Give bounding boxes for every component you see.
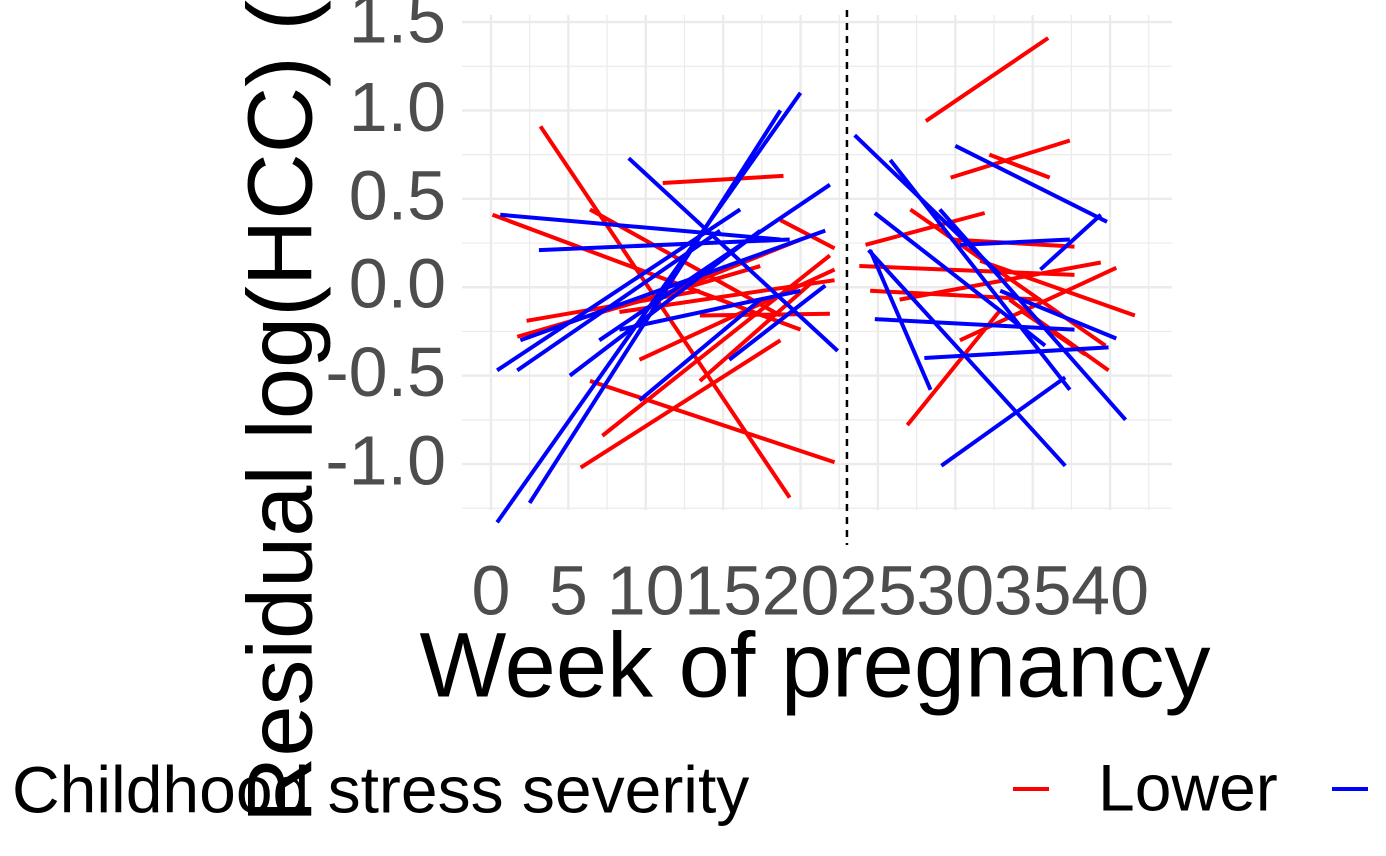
segment bbox=[618, 288, 801, 332]
segment bbox=[940, 375, 1067, 468]
x-tick-label: 25 bbox=[839, 551, 917, 629]
segment bbox=[954, 144, 1108, 224]
segment bbox=[698, 278, 816, 383]
segment bbox=[865, 211, 986, 247]
segment bbox=[601, 253, 832, 438]
y-tick-label: 0.5 bbox=[349, 156, 446, 234]
segment bbox=[579, 338, 782, 470]
x-tick-label: 10 bbox=[607, 551, 685, 629]
x-tick-label: 20 bbox=[762, 551, 840, 629]
segment bbox=[909, 207, 1107, 348]
segment bbox=[779, 218, 836, 251]
y-tick-label: -0.5 bbox=[325, 333, 446, 411]
segment bbox=[999, 288, 1118, 341]
segment bbox=[527, 109, 783, 505]
segment bbox=[899, 260, 1102, 302]
segment bbox=[589, 379, 836, 465]
y-tick-label: -1.0 bbox=[325, 422, 446, 500]
segment bbox=[598, 183, 832, 342]
segment bbox=[959, 237, 1070, 247]
segment bbox=[1019, 308, 1087, 357]
labels: 0 5 10 15 20 25 30 35 40 -1.0 -0.5 0.0 0.5 1.0 1.5 bbox=[325, 0, 1149, 629]
segment bbox=[638, 298, 762, 402]
segment bbox=[867, 248, 1067, 468]
x-tick-label: 30 bbox=[916, 551, 994, 629]
x-tick-label: 0 bbox=[471, 551, 510, 629]
x-tick-label: 40 bbox=[1071, 551, 1149, 629]
segment bbox=[874, 317, 1075, 332]
segment bbox=[870, 288, 1041, 302]
segment bbox=[519, 228, 826, 343]
segment bbox=[873, 211, 1047, 348]
y-tick-label: 1.0 bbox=[349, 68, 446, 146]
segment bbox=[868, 249, 933, 391]
segment bbox=[1039, 213, 1103, 272]
segment bbox=[662, 173, 784, 185]
segment bbox=[496, 207, 742, 373]
grid bbox=[462, 15, 1172, 510]
segment bbox=[959, 265, 1118, 343]
segment bbox=[516, 229, 722, 372]
y-tick-label: 1.5 bbox=[349, 0, 446, 58]
segment bbox=[500, 212, 781, 242]
segment bbox=[699, 311, 830, 318]
y-axis-title: Residual log(HCC) ( bbox=[229, 0, 331, 823]
y-tick-label: 0.0 bbox=[349, 245, 446, 323]
legend-title: Childhood stress severity bbox=[12, 752, 749, 826]
segment bbox=[924, 36, 1050, 123]
segment bbox=[988, 152, 1051, 180]
legend-label: Lower bbox=[1098, 750, 1278, 824]
x-tick-label: 35 bbox=[994, 551, 1072, 629]
marks bbox=[491, 10, 1136, 545]
x-axis-title: Week of pregnancy bbox=[420, 614, 1211, 716]
segment bbox=[728, 283, 827, 362]
x-tick-label: 15 bbox=[684, 551, 762, 629]
x-tick-label: 5 bbox=[549, 551, 588, 629]
segment bbox=[627, 156, 840, 353]
segment bbox=[924, 345, 1109, 360]
segment bbox=[979, 258, 1136, 318]
segment bbox=[950, 138, 1071, 180]
segment bbox=[538, 125, 792, 499]
